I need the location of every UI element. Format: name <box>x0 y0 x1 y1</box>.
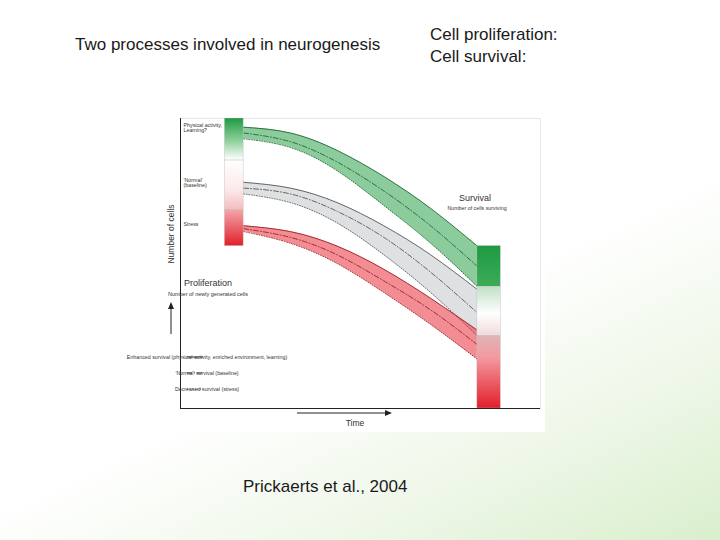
svg-text:Decreased survival (stress): Decreased survival (stress) <box>175 386 239 392</box>
svg-text:Physical activity,Learning?: Physical activity,Learning? <box>184 122 222 133</box>
html-text:Two processes involved in neur: Two processes involved in neurogenesis <box>75 35 381 54</box>
svg-text:Number of newly generated cell: Number of newly generated cells <box>168 291 248 297</box>
svg-text:'Normal' survival (baseline): 'Normal' survival (baseline) <box>175 370 238 376</box>
svg-text:Enhanced survival (physical ac: Enhanced survival (physical activity, en… <box>127 354 288 360</box>
svg-text:Survival: Survival <box>459 193 491 203</box>
svg-text:Number of cells surviving: Number of cells surviving <box>447 205 506 211</box>
svg-text:Stress: Stress <box>184 221 199 227</box>
svg-text:'Normal'(baseline): 'Normal'(baseline) <box>184 177 207 188</box>
svg-text:Time: Time <box>346 418 365 428</box>
html-text:Cell survival:: Cell survival: <box>430 47 527 66</box>
svg-text:Number of cells: Number of cells <box>166 204 176 263</box>
html-text:Cell proliferation:: Cell proliferation: <box>430 25 558 44</box>
svg-text:Proliferation: Proliferation <box>184 278 232 288</box>
html-text:Prickaerts et al., 2004: Prickaerts et al., 2004 <box>243 477 408 496</box>
